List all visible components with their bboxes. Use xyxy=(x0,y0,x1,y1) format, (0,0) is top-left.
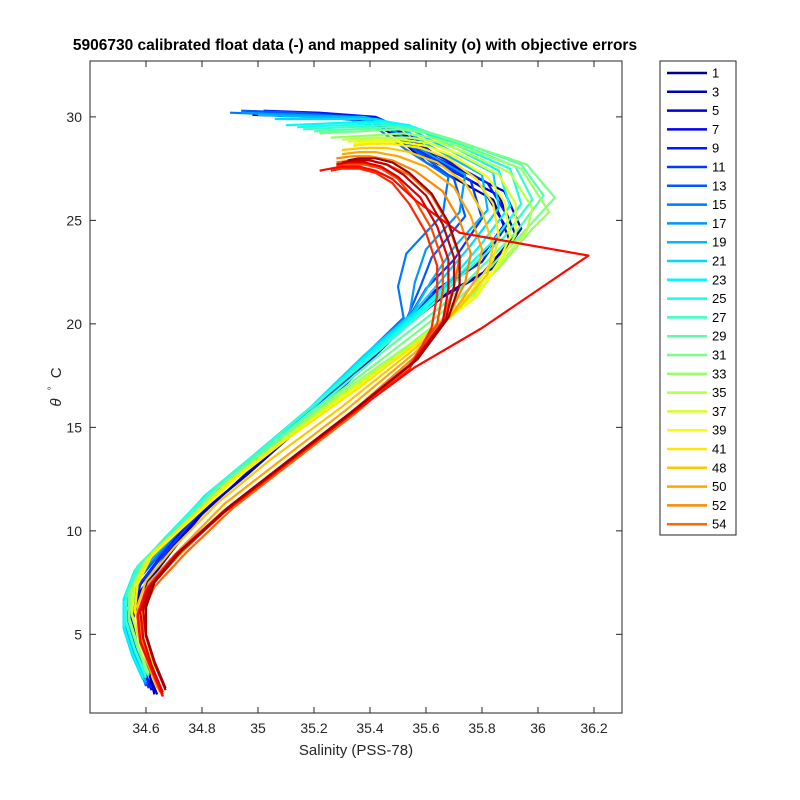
legend-label: 48 xyxy=(712,460,726,475)
series-line-10 xyxy=(122,117,500,681)
y-axis-label-symbol: θ xyxy=(48,399,65,407)
legend-label: 7 xyxy=(712,122,719,137)
x-tick-label: 35.6 xyxy=(412,720,439,736)
legend-label: 31 xyxy=(712,348,726,363)
series-line-6 xyxy=(128,109,467,687)
series-line-15 xyxy=(128,128,556,675)
legend-label: 17 xyxy=(712,216,726,231)
legend-label: 9 xyxy=(712,141,719,156)
legend-label: 11 xyxy=(712,160,726,175)
plot-lines xyxy=(122,109,590,697)
x-tick-label: 34.6 xyxy=(132,720,159,736)
legend-label: 19 xyxy=(712,235,726,250)
x-axis-ticks: 34.6 34.8 35 35.2 35.4 35.6 35.8 36 36.2 xyxy=(132,61,608,736)
y-axis-label-unit: C xyxy=(48,367,65,378)
legend-label: 21 xyxy=(712,254,726,269)
legend-label: 23 xyxy=(712,272,726,287)
x-tick-label: 35.8 xyxy=(468,720,495,736)
legend-label: 33 xyxy=(712,366,726,381)
x-tick-label: 36.2 xyxy=(580,720,607,736)
x-tick-label: 35.2 xyxy=(300,720,327,736)
series-line-27 xyxy=(136,165,590,697)
legend-label: 1 xyxy=(712,66,719,81)
legend-label: 41 xyxy=(712,442,726,457)
plot-area-frame xyxy=(89,60,623,714)
y-tick-label: 30 xyxy=(66,109,82,125)
y-tick-label: 5 xyxy=(74,626,82,642)
svg-text:θ ° C: θ ° C xyxy=(42,367,65,406)
legend: 1357911131517192123252729313335373941485… xyxy=(659,60,737,536)
x-tick-label: 35 xyxy=(250,720,266,736)
x-tick-label: 36 xyxy=(530,720,546,736)
y-tick-label: 25 xyxy=(66,212,82,228)
legend-label: 54 xyxy=(712,517,726,532)
y-tick-label: 10 xyxy=(66,523,82,539)
legend-label: 25 xyxy=(712,291,726,306)
legend-label: 52 xyxy=(712,498,726,513)
series-line-11 xyxy=(122,119,512,679)
legend-label: 13 xyxy=(712,178,726,193)
x-tick-label: 34.8 xyxy=(188,720,215,736)
series-line-7 xyxy=(125,111,450,685)
legend-label: 35 xyxy=(712,385,726,400)
legend-label: 27 xyxy=(712,310,726,325)
legend-label: 15 xyxy=(712,197,726,212)
legend-label: 50 xyxy=(712,479,726,494)
legend-label: 39 xyxy=(712,423,726,438)
x-tick-label: 35.4 xyxy=(356,720,383,736)
y-tick-label: 20 xyxy=(66,316,82,332)
legend-label: 5 xyxy=(712,103,719,118)
legend-label: 3 xyxy=(712,84,719,99)
y-axis-label: θ ° C xyxy=(42,367,65,406)
y-axis-ticks: 5 10 15 20 25 30 xyxy=(66,109,622,642)
y-tick-label: 15 xyxy=(66,419,82,435)
series-line-16 xyxy=(128,132,551,675)
legend-label: 37 xyxy=(712,404,726,419)
chart-title: 5906730 calibrated float data (-) and ma… xyxy=(73,37,637,54)
series-line-30 xyxy=(144,157,461,689)
legend-label: 29 xyxy=(712,329,726,344)
x-axis-label: Salinity (PSS-78) xyxy=(299,742,413,759)
